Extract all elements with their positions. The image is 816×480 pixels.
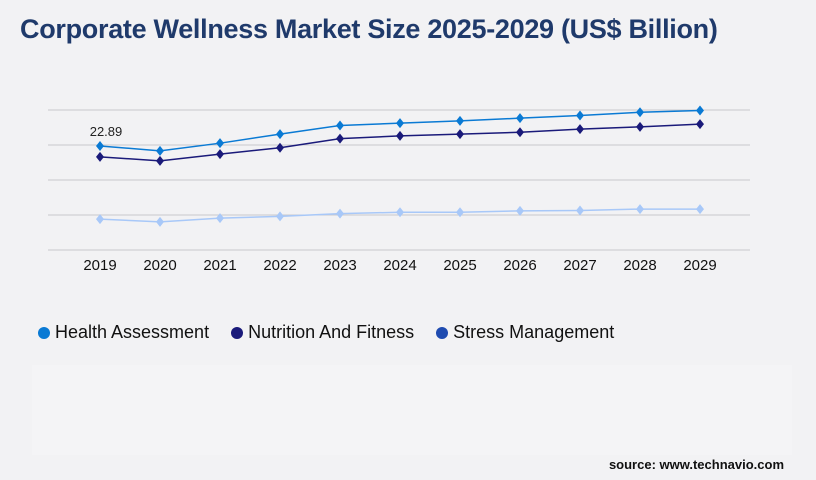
data-point — [216, 213, 224, 224]
legend-item: Stress Management — [436, 322, 614, 343]
x-tick-label: 2029 — [683, 257, 716, 274]
data-point — [96, 140, 104, 151]
data-point — [96, 214, 104, 225]
data-point — [576, 124, 584, 135]
data-point — [516, 113, 524, 124]
data-point — [336, 120, 344, 131]
data-point — [276, 142, 284, 153]
data-point — [156, 155, 164, 166]
data-point — [276, 211, 284, 222]
data-point — [636, 204, 644, 215]
data-point — [156, 216, 164, 227]
legend-item: Nutrition And Fitness — [231, 322, 414, 343]
legend-marker-icon — [231, 326, 244, 339]
x-tick-label: 2020 — [143, 257, 176, 274]
data-point — [456, 129, 464, 140]
legend-marker-icon — [38, 326, 50, 339]
data-point — [576, 110, 584, 121]
legend-item: Health Assessment — [38, 322, 209, 343]
data-point — [156, 145, 164, 156]
data-point — [696, 204, 704, 215]
data-point — [336, 133, 344, 144]
data-point — [636, 107, 644, 118]
x-tick-label: 2021 — [203, 257, 236, 274]
data-point — [276, 129, 284, 140]
data-point — [396, 118, 404, 129]
x-tick-label: 2019 — [83, 257, 116, 274]
series-line — [99, 123, 701, 162]
x-tick-label: 2025 — [443, 257, 476, 274]
legend-label: Nutrition And Fitness — [248, 322, 415, 342]
footer-panel — [32, 365, 792, 455]
data-point — [396, 130, 404, 141]
source-text: source: www.technavio.com — [608, 457, 784, 472]
data-point — [396, 207, 404, 218]
chart-title: Corporate Wellness Market Size 2025-2029… — [20, 14, 718, 44]
data-point — [696, 119, 704, 130]
data-point — [576, 205, 584, 216]
data-point — [216, 138, 224, 149]
legend: Health Assessment Nutrition And Fitness St… — [38, 322, 614, 343]
legend-label: Stress Management — [453, 322, 615, 342]
data-point — [516, 205, 524, 216]
x-tick-label: 2024 — [383, 257, 416, 274]
x-tick-label: 2022 — [263, 257, 296, 274]
x-tick-label: 2023 — [323, 257, 356, 274]
data-label: 22.89 — [90, 124, 123, 139]
data-point — [456, 207, 464, 218]
x-tick-label: 2028 — [623, 257, 656, 274]
data-point — [696, 105, 704, 116]
legend-label: Health Assessment — [55, 322, 210, 342]
data-point — [456, 115, 464, 126]
legend-marker-icon — [436, 326, 449, 339]
data-point — [636, 121, 644, 132]
data-point — [216, 149, 224, 160]
data-point — [516, 127, 524, 138]
data-point — [336, 208, 344, 219]
x-tick-label: 2027 — [563, 257, 596, 274]
data-point — [96, 151, 104, 162]
x-tick-label: 2026 — [503, 257, 536, 274]
